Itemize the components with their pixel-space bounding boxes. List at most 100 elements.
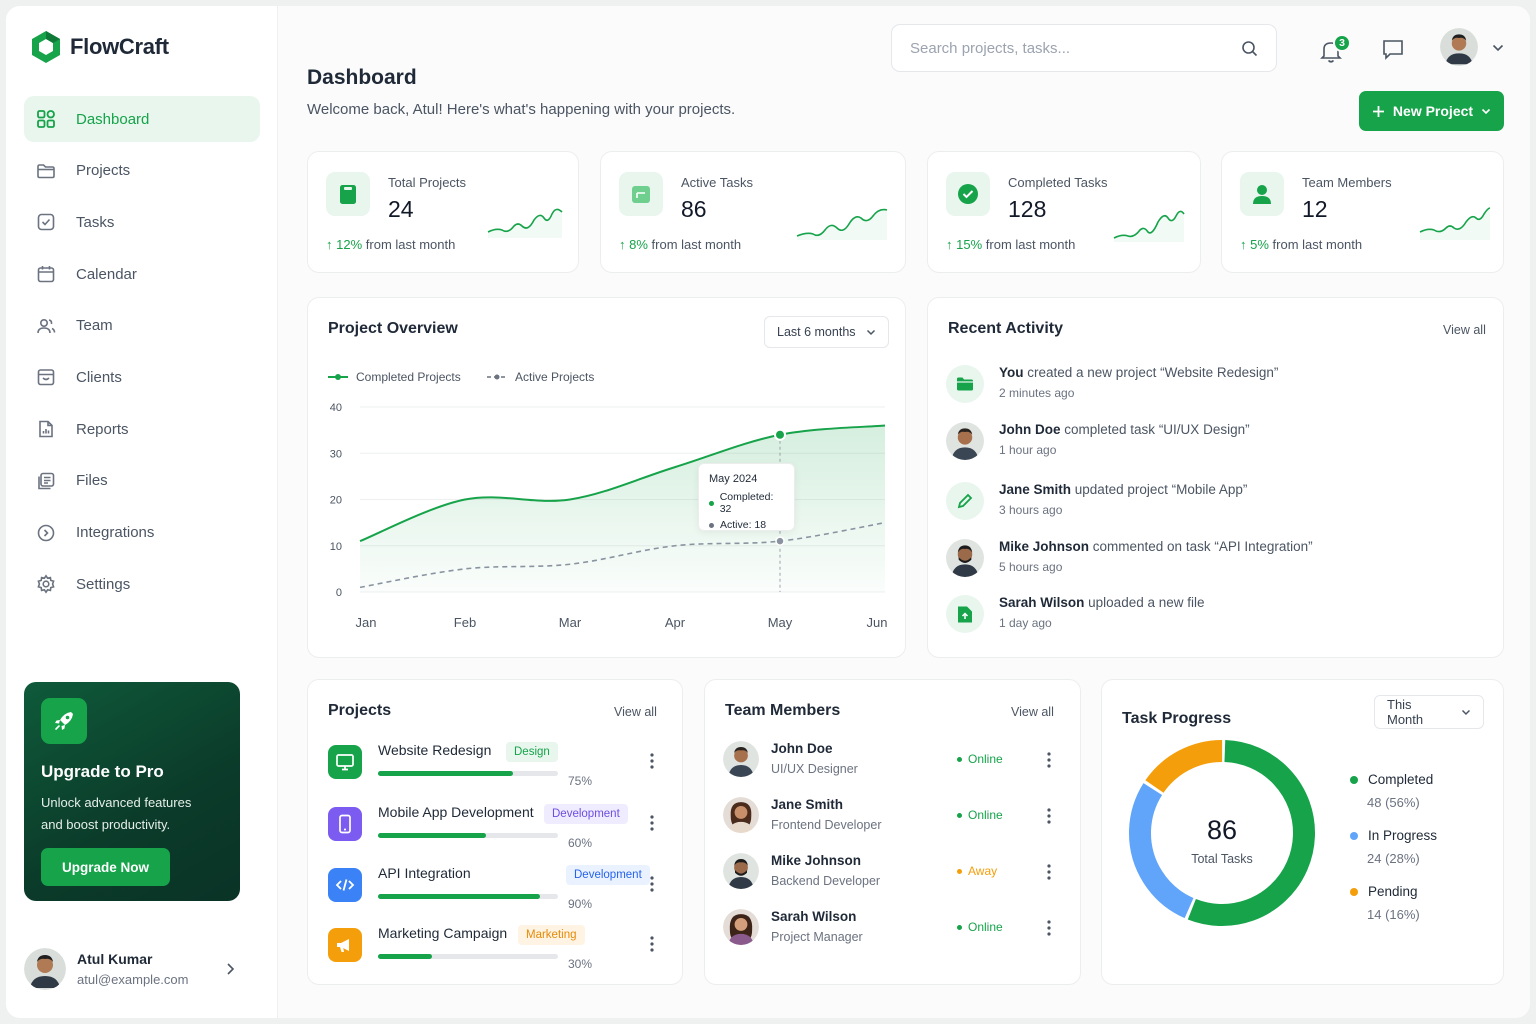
team-member-item[interactable]: Jane Smith Frontend Developer Online	[723, 797, 1057, 841]
activity-view-all-link[interactable]: View all	[1443, 323, 1486, 337]
more-options-icon[interactable]	[1043, 751, 1055, 769]
project-tag: Design	[506, 742, 558, 762]
brand[interactable]: FlowCraft	[30, 30, 169, 64]
sidebar-item-label: Team	[76, 317, 113, 335]
stat-change-pct: 5%	[1250, 237, 1269, 252]
donut-slice-completed[interactable]	[1129, 740, 1315, 926]
notification-badge: 3	[1333, 34, 1351, 52]
project-name: API Integration	[378, 865, 471, 881]
project-item[interactable]: Mobile App Development Development 60%	[328, 804, 664, 856]
new-project-button[interactable]: New Project	[1359, 91, 1504, 131]
calendar-icon	[37, 266, 55, 283]
search-bar[interactable]	[891, 24, 1277, 72]
sidebar-item-settings[interactable]: Settings	[24, 561, 260, 607]
legend-label: Completed	[1368, 772, 1434, 787]
legend-value: 24 (28%)	[1367, 851, 1420, 866]
upgrade-now-button[interactable]: Upgrade Now	[41, 848, 170, 886]
activity-time: 1 day ago	[999, 616, 1052, 630]
more-options-icon[interactable]	[646, 814, 658, 832]
rocket-icon	[41, 698, 87, 744]
project-item[interactable]: Marketing Campaign Marketing 30%	[328, 925, 664, 977]
activity-time: 2 minutes ago	[999, 386, 1075, 400]
stat-value: 12	[1302, 196, 1328, 222]
data-point-completed-may[interactable]	[774, 428, 786, 441]
sidebar-item-reports[interactable]: Reports	[24, 406, 260, 452]
user-icon	[1240, 172, 1284, 216]
sidebar-item-label: Dashboard	[76, 110, 150, 128]
range-dropdown[interactable]: Last 6 months	[764, 316, 889, 348]
legend-label: In Progress	[1368, 828, 1438, 843]
stat-change-pct: 15%	[956, 237, 983, 252]
store-icon	[37, 369, 55, 386]
donut-slice-in-progress[interactable]	[1129, 740, 1315, 926]
sidebar-item-dashboard[interactable]: Dashboard	[24, 96, 260, 142]
avatar	[24, 948, 66, 990]
projects-view-all-link[interactable]: View all	[614, 705, 657, 719]
card-title: Task Progress	[1122, 710, 1232, 727]
project-item[interactable]: Website Redesign Design 75%	[328, 742, 664, 794]
tooltip-completed: Completed: 32	[719, 491, 774, 515]
activity-item[interactable]: Sarah Wilson uploaded a new file 1 day a…	[946, 595, 1486, 639]
stat-card-completed-tasks[interactable]: Completed Tasks 128 ↑ 15% from last mont…	[927, 151, 1201, 273]
sidebar-item-team[interactable]: Team	[24, 303, 260, 349]
progress-bar	[378, 894, 558, 899]
sidebar-item-calendar[interactable]: Calendar	[24, 251, 260, 297]
activity-item[interactable]: Mike Johnson commented on task “API Inte…	[946, 539, 1486, 583]
donut-total: 86	[1206, 815, 1238, 845]
activity-item[interactable]: You created a new project “Website Redes…	[946, 365, 1486, 409]
activity-action: updated project “Mobile App”	[1071, 482, 1248, 497]
team-view-all-link[interactable]: View all	[1011, 705, 1054, 719]
search-icon[interactable]	[1241, 40, 1258, 57]
status-dot	[957, 756, 962, 762]
member-role: UI/UX Designer	[771, 762, 858, 776]
code-icon	[328, 868, 362, 902]
sidebar-item-files[interactable]: Files	[24, 458, 260, 504]
legend-value: 48 (56%)	[1367, 795, 1420, 810]
more-options-icon[interactable]	[646, 875, 658, 893]
plus-icon	[1372, 105, 1384, 117]
upgrade-promo-card: Upgrade to Pro Unlock advanced features …	[24, 682, 240, 901]
stat-card-team-members[interactable]: Team Members 12 ↑ 5% from last month	[1221, 151, 1504, 273]
project-overview-card: Project Overview Last 6 months Completed…	[307, 297, 906, 658]
sidebar-item-clients[interactable]: Clients	[24, 354, 260, 400]
sidebar-item-label: Settings	[76, 575, 131, 593]
stat-card-active-tasks[interactable]: Active Tasks 86 ↑ 8% from last month	[600, 151, 906, 273]
sidebar-item-tasks[interactable]: Tasks	[24, 199, 260, 245]
task-range-dropdown[interactable]: This Month	[1374, 695, 1484, 729]
project-item[interactable]: API Integration Development 90%	[328, 865, 664, 917]
check-circle-icon	[946, 172, 990, 216]
activity-text: Sarah Wilson uploaded a new file	[999, 595, 1205, 610]
legend-dot	[1350, 831, 1358, 840]
legend-label: Completed Projects	[356, 370, 461, 384]
activity-item[interactable]: John Doe completed task “UI/UX Design” 1…	[946, 422, 1486, 466]
user-profile[interactable]: Atul Kumar atul@example.com	[24, 946, 244, 992]
team-member-item[interactable]: John Doe UI/UX Designer Online	[723, 741, 1057, 785]
search-input[interactable]	[910, 39, 1210, 57]
data-point-active-may[interactable]	[775, 536, 785, 546]
notifications-button[interactable]: 3	[1318, 34, 1351, 66]
more-options-icon[interactable]	[1043, 863, 1055, 881]
chevron-down-icon	[1481, 108, 1491, 114]
clipboard-icon	[326, 172, 370, 216]
team-member-item[interactable]: Sarah Wilson Project Manager Online	[723, 909, 1057, 953]
activity-text: Mike Johnson commented on task “API Inte…	[999, 539, 1313, 554]
team-member-item[interactable]: Mike Johnson Backend Developer Away	[723, 853, 1057, 897]
account-menu[interactable]	[1440, 28, 1510, 70]
sidebar-item-label: Reports	[76, 420, 129, 438]
main-content: 3 Dashboard Welcome back, Atul! Here's w…	[278, 6, 1530, 1018]
progress-percent: 60%	[568, 836, 593, 850]
status-label: Away	[968, 864, 998, 878]
legend-dashed-line-icon	[487, 374, 507, 380]
stat-card-total-projects[interactable]: Total Projects 24 ↑ 12% from last month	[307, 151, 579, 273]
activity-item[interactable]: Jane Smith updated project “Mobile App” …	[946, 482, 1486, 526]
sidebar-item-projects[interactable]: Projects	[24, 148, 260, 194]
tooltip-active: Active: 18	[720, 519, 767, 531]
messages-icon[interactable]	[1381, 38, 1405, 60]
more-options-icon[interactable]	[646, 752, 658, 770]
more-options-icon[interactable]	[1043, 807, 1055, 825]
more-options-icon[interactable]	[646, 935, 658, 953]
chevron-right-icon	[227, 963, 235, 975]
sidebar-item-integrations[interactable]: Integrations	[24, 510, 260, 556]
card-title: Recent Activity	[948, 320, 1063, 337]
more-options-icon[interactable]	[1043, 919, 1055, 937]
